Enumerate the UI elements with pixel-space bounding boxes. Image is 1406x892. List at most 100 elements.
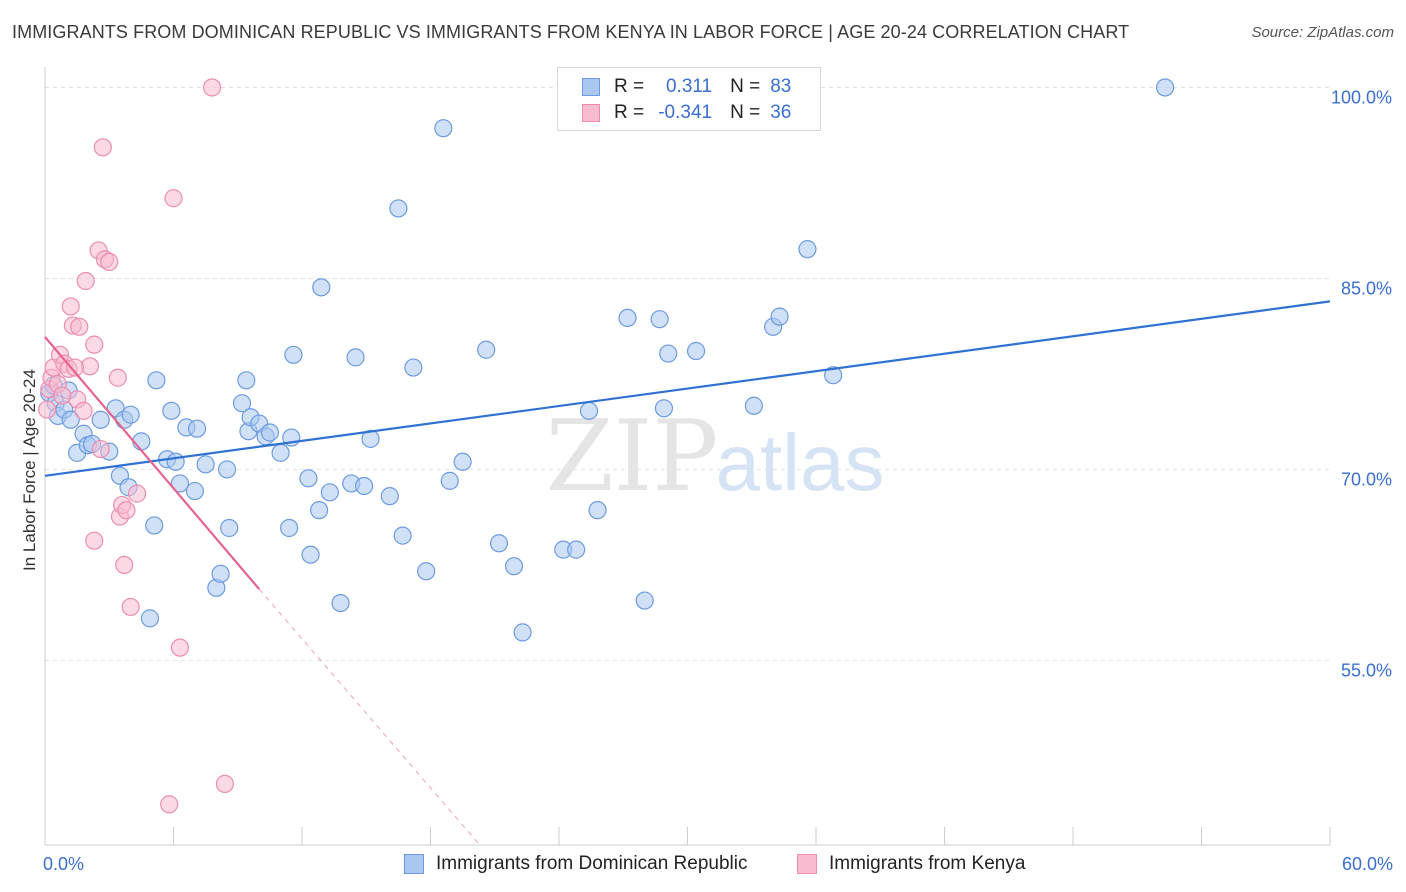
data-point-dominican [635,591,654,610]
data-point-dominican [355,476,374,496]
data-point-dominican [140,609,160,628]
data-point-dominican [211,564,230,583]
watermark-atlas: atlas [716,418,885,507]
axes [44,67,1331,846]
data-point-dominican [654,399,674,418]
legend-r-label: R = [614,102,645,123]
y-tick-label: 100.0% [1331,87,1392,107]
data-point-dominican [260,423,279,442]
legend-swatch-kenya [582,104,600,122]
data-point-dominican [299,469,318,488]
data-point-dominican [61,410,80,429]
data-point-kenya [80,357,100,376]
data-point-kenya [117,501,136,520]
data-point-kenya [74,401,93,420]
data-point-dominican [389,199,408,218]
data-point-dominican [404,358,423,377]
data-point-dominican [166,452,185,471]
data-point-kenya [85,531,104,550]
data-point-dominican [489,534,509,553]
data-point-dominican [567,540,586,559]
data-point-dominican [1155,78,1175,97]
data-point-dominican [331,593,350,613]
data-point-dominican [380,487,399,506]
data-point-kenya [160,795,179,814]
data-point-dominican [588,501,607,520]
legend-n-value: 83 [770,76,792,97]
x-tick-label: 60.0% [1342,854,1393,874]
bottom-legend-label-dominican: Immigrants from Dominican Republic [436,853,748,874]
data-point-kenya [76,271,95,291]
data-point-dominican [513,623,532,642]
data-point-dominican [170,474,190,493]
data-point-kenya [108,368,127,387]
data-point-dominican [824,366,843,385]
data-point-kenya [53,386,72,405]
legend-n-label: N = [730,102,761,123]
x-tick-label: 0.0% [43,854,84,874]
trend-line-kenya-extension [258,588,481,846]
data-point-kenya [65,358,85,377]
data-point-dominican [650,310,669,329]
data-point-dominican [310,501,329,520]
source-label: Source: ZipAtlas.com [1251,24,1394,41]
data-point-kenya [170,638,190,657]
data-point-dominican [162,401,181,420]
data-point-dominican [91,410,110,429]
legend-r-label: R = [614,76,645,97]
y-tick-label: 85.0% [1341,278,1392,298]
data-point-dominican [618,308,637,328]
data-point-dominican [434,119,453,138]
watermark-zip: ZIP [546,400,719,514]
legend-swatch-dominican [582,78,600,96]
data-point-kenya [93,138,112,157]
watermark: ZIP atlas [546,400,885,514]
bottom-legend-dominican: Immigrants from Dominican Republic [404,851,748,877]
bottom-legend-kenya: Immigrants from Kenya [797,851,1025,877]
legend-row-kenya: R = -0.341 N = 36 [582,100,791,126]
data-point-dominican [361,429,380,448]
data-point-kenya [38,400,57,419]
data-point-dominican [320,483,339,502]
y-tick-labels: 55.0% 70.0% 85.0% 100.0% [1331,87,1392,680]
data-point-dominican [145,516,164,535]
y-tick-label: 70.0% [1341,469,1392,489]
data-point-dominican [220,518,239,538]
data-point-dominican [393,526,412,545]
data-point-dominican [477,340,496,359]
data-point-dominican [770,307,789,326]
data-point-dominican [280,518,299,538]
data-point-kenya [70,317,89,336]
legend-row-dominican: R = 0.311 N = 83 [582,74,791,100]
data-point-dominican [504,557,524,576]
data-point-dominican [453,452,472,471]
data-point-dominican [686,341,706,361]
data-point-dominican [196,455,215,474]
data-point-dominican [185,481,205,501]
trend-line-kenya [44,336,261,590]
data-point-kenya [115,555,134,575]
correlation-legend: R = 0.311 N = 83 R = -0.341 N = 36 [557,67,821,131]
data-point-kenya [164,189,183,208]
data-point-dominican [232,394,252,413]
legend-n-value: 36 [770,102,792,123]
data-point-dominican [121,405,140,424]
data-point-kenya [85,335,104,354]
bottom-legend-swatch-kenya [797,854,817,874]
data-point-dominican [579,401,599,420]
gridlines [45,86,1330,661]
data-point-dominican [217,460,237,479]
data-point-kenya [121,597,140,617]
legend-n-label: N = [730,76,761,97]
bottom-legend-swatch-dominican [404,854,424,874]
data-point-dominican [659,344,678,363]
data-point-kenya [127,484,147,503]
data-point-dominican [187,419,207,438]
series-kenya-points [38,78,234,814]
data-point-dominican [301,545,320,564]
chart-title: IMMIGRANTS FROM DOMINICAN REPUBLIC VS IM… [12,22,1130,42]
x-tick-labels: 0.0% 60.0% [43,854,1393,874]
data-point-dominican [346,348,365,367]
data-point-dominican [744,396,763,415]
